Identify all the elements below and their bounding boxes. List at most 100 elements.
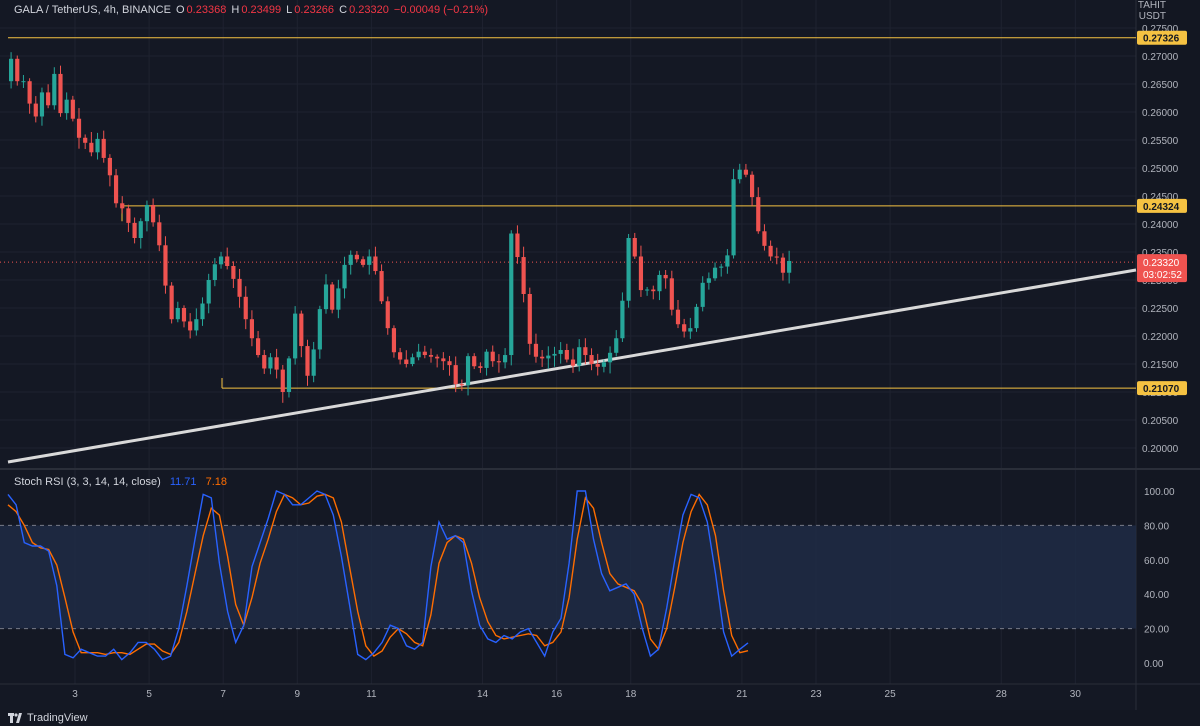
stoch-rsi-tick-label: 100.00 xyxy=(1144,487,1175,498)
candle-down xyxy=(225,256,230,266)
candle-down xyxy=(70,99,75,119)
candle-down xyxy=(27,81,32,104)
candle-down xyxy=(490,351,495,362)
candle-down xyxy=(459,384,464,386)
candle-up xyxy=(601,362,606,367)
candle-down xyxy=(33,103,38,117)
time-tick-label: 9 xyxy=(295,689,301,700)
candle-up xyxy=(700,282,705,307)
candle-up xyxy=(577,347,582,366)
candle-down xyxy=(157,222,162,246)
candle-down xyxy=(391,328,397,353)
candle-up xyxy=(95,138,100,153)
candle-up xyxy=(607,352,613,363)
candle-down xyxy=(249,319,254,339)
close-label: C xyxy=(339,4,348,16)
stoch-rsi-tick-label: 0.00 xyxy=(1144,659,1164,670)
brand-name: TradingView xyxy=(27,712,88,724)
candle-up xyxy=(509,233,514,356)
symbol-label[interactable]: GALA / TetherUS, 4h, BINANCE xyxy=(14,4,171,16)
price-tick-label: 0.27000 xyxy=(1142,52,1179,63)
open-label: O xyxy=(175,4,185,16)
time-tick-label: 3 xyxy=(72,689,78,700)
candle-up xyxy=(614,338,619,353)
candle-down xyxy=(83,137,88,143)
candle-up xyxy=(410,357,415,364)
price-tick-label: 0.25000 xyxy=(1142,164,1179,175)
candle-up xyxy=(21,81,26,83)
price-level-tag xyxy=(1137,30,1187,45)
candle-down xyxy=(527,294,532,344)
candle-down xyxy=(521,257,526,294)
candle-down xyxy=(756,197,761,232)
price-tick-label: 0.26000 xyxy=(1142,108,1179,119)
candle-down xyxy=(651,289,656,292)
candle-up xyxy=(645,289,650,291)
candle-down xyxy=(231,266,236,279)
candle-down xyxy=(780,257,786,273)
price-tick-label: 0.25500 xyxy=(1142,136,1179,147)
candle-up xyxy=(367,256,372,265)
candle-down xyxy=(422,351,427,356)
candle-down xyxy=(360,259,366,265)
time-tick-label: 28 xyxy=(996,689,1008,700)
candle-up xyxy=(175,308,180,320)
candle-up xyxy=(712,267,718,279)
candle-up xyxy=(206,280,211,304)
candle-up xyxy=(657,274,662,292)
candle-up xyxy=(787,260,792,273)
stoch-rsi-title[interactable]: Stoch RSI (3, 3, 14, 14, close) xyxy=(14,476,161,488)
candle-up xyxy=(200,303,205,320)
candle-up xyxy=(144,204,150,222)
tradingview-logo-icon xyxy=(8,713,22,723)
candle-down xyxy=(404,359,409,364)
candle-down xyxy=(632,238,637,257)
candle-down xyxy=(540,356,545,359)
time-tick-label: 16 xyxy=(551,689,563,700)
candle-down xyxy=(435,356,440,359)
candle-down xyxy=(299,313,304,347)
price-level-tag-label: 0.27326 xyxy=(1143,34,1180,45)
candle-down xyxy=(330,284,335,310)
candle-down xyxy=(515,233,520,258)
axis-unit-line1: TAHIT xyxy=(1137,0,1166,11)
candle-down xyxy=(453,365,458,385)
candle-down xyxy=(663,274,668,279)
candle-up xyxy=(218,256,224,265)
candle-up xyxy=(194,319,199,331)
candle-down xyxy=(638,256,644,291)
time-tick-label: 21 xyxy=(736,689,748,700)
stoch-rsi-k-value: 11.71 xyxy=(169,476,197,488)
candle-up xyxy=(546,355,551,359)
candle-down xyxy=(305,346,310,376)
candle-up xyxy=(138,221,143,238)
time-tick-label: 7 xyxy=(220,689,226,700)
high-value: 0.23499 xyxy=(241,4,282,16)
candle-down xyxy=(237,278,242,297)
time-tick-label: 5 xyxy=(146,689,152,700)
price-tick-label: 0.22000 xyxy=(1142,332,1179,343)
footer-bar xyxy=(0,710,1200,726)
stoch-rsi-k-line xyxy=(7,490,749,661)
candle-up xyxy=(212,264,217,280)
brand[interactable]: TradingView xyxy=(8,712,88,724)
candle-down xyxy=(774,256,779,258)
candle-down xyxy=(762,231,767,246)
stoch-rsi-band xyxy=(0,525,1136,629)
candle-down xyxy=(181,308,187,322)
price-tick-label: 0.22500 xyxy=(1142,304,1179,315)
candle-up xyxy=(348,254,353,265)
candle-down xyxy=(675,309,681,325)
candle-down xyxy=(564,350,569,360)
price-tick-label: 0.24000 xyxy=(1142,220,1179,231)
candle-down xyxy=(743,169,748,175)
price-level-tag-label: 0.21070 xyxy=(1143,384,1180,395)
time-tick-label: 14 xyxy=(477,689,489,700)
last-price-tag-label: 0.23320 xyxy=(1143,258,1180,269)
candle-up xyxy=(342,264,347,289)
candle-down xyxy=(15,58,20,82)
candle-up xyxy=(503,355,508,363)
candle-down xyxy=(163,245,168,286)
